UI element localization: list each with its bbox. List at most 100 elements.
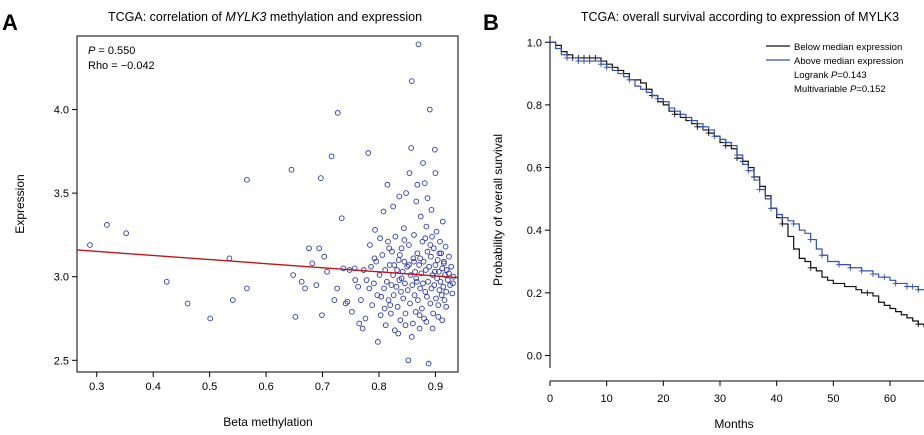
data-point	[432, 146, 438, 153]
data-point	[401, 237, 408, 243]
data-point	[316, 245, 322, 252]
data-point	[163, 278, 170, 285]
data-point	[448, 263, 455, 270]
data-point	[87, 242, 93, 248]
data-point	[408, 145, 415, 151]
data-point	[450, 280, 456, 287]
data-point	[416, 312, 423, 319]
data-point	[371, 255, 378, 262]
censor-mark	[819, 252, 825, 259]
censor-mark	[892, 280, 899, 287]
data-point	[423, 319, 430, 325]
data-point	[387, 302, 394, 308]
data-point	[369, 302, 376, 308]
data-point	[321, 253, 328, 260]
regression-line	[76, 249, 459, 279]
censor-mark	[734, 152, 740, 159]
censor-mark	[688, 117, 695, 124]
censor-mark	[575, 58, 582, 65]
data-point	[380, 208, 387, 215]
censor-mark	[858, 267, 865, 274]
data-point	[425, 360, 432, 367]
data-point	[442, 243, 449, 250]
data-point	[432, 262, 439, 268]
data-point	[389, 248, 395, 255]
data-point	[352, 277, 359, 283]
data-point	[436, 287, 443, 293]
data-point	[390, 203, 396, 210]
data-point	[395, 330, 402, 337]
data-point	[416, 325, 423, 332]
censor-mark	[654, 95, 661, 102]
data-point	[373, 258, 380, 265]
data-point	[438, 292, 445, 298]
data-point	[411, 258, 417, 265]
data-point	[431, 282, 438, 288]
data-point	[104, 222, 110, 228]
y-tick-label: 3.0	[54, 272, 69, 284]
data-point	[406, 170, 413, 176]
data-point	[418, 270, 425, 277]
censor-mark	[909, 283, 916, 290]
panel-a-annotation-p: P = 0.550	[88, 45, 135, 57]
data-point	[428, 285, 435, 292]
panel-a-label: A	[2, 10, 18, 35]
data-point	[447, 282, 453, 288]
data-point	[414, 250, 421, 257]
data-point	[423, 223, 430, 230]
data-point	[207, 315, 214, 322]
censor-mark	[694, 123, 701, 130]
data-point	[424, 195, 431, 201]
data-point	[413, 198, 420, 205]
x-tick-label: 0.3	[89, 381, 104, 393]
data-point	[410, 255, 417, 262]
censor-mark	[807, 236, 814, 243]
legend-logrank-prefix: Logrank	[794, 70, 831, 81]
data-point	[415, 41, 422, 48]
data-point	[417, 255, 424, 262]
data-point	[292, 313, 299, 320]
censor-mark	[592, 54, 599, 61]
data-point	[438, 250, 444, 257]
data-point	[439, 218, 446, 225]
data-point	[398, 288, 404, 295]
censor-mark	[790, 220, 797, 227]
censor-mark	[700, 123, 706, 130]
data-point	[367, 242, 373, 248]
data-point	[424, 293, 430, 300]
data-point	[400, 225, 407, 232]
y-tick-label: 0.2	[527, 288, 542, 300]
data-point	[385, 297, 392, 303]
data-point	[435, 302, 442, 308]
data-point	[407, 272, 414, 278]
data-point	[244, 285, 250, 292]
data-point	[356, 320, 363, 327]
data-point	[422, 288, 429, 295]
censor-mark	[915, 321, 922, 328]
data-point	[430, 310, 437, 317]
data-point	[397, 252, 403, 258]
data-point	[409, 282, 416, 288]
data-point	[288, 166, 295, 173]
panel-a-annotation-rho: Rho = −0.042	[88, 60, 155, 72]
data-point	[421, 180, 428, 186]
legend-label-above: Above median expression	[794, 56, 903, 67]
x-tick-label: 50	[827, 393, 839, 405]
censor-mark	[581, 58, 587, 65]
censor-mark	[836, 261, 842, 268]
data-point	[394, 303, 401, 310]
data-point	[379, 252, 386, 258]
data-point	[358, 297, 364, 303]
panel-b-series	[550, 41, 924, 328]
x-tick-label: 10	[601, 393, 613, 405]
data-point	[355, 283, 361, 290]
data-point	[313, 282, 320, 288]
panel-a-annotation-p-value: = 0.550	[95, 45, 135, 57]
data-point	[391, 327, 398, 334]
data-point	[422, 267, 429, 273]
panel-a-x-label: Beta methylation	[223, 415, 312, 429]
data-point	[390, 292, 397, 298]
data-point	[368, 263, 374, 270]
data-point	[331, 297, 338, 303]
